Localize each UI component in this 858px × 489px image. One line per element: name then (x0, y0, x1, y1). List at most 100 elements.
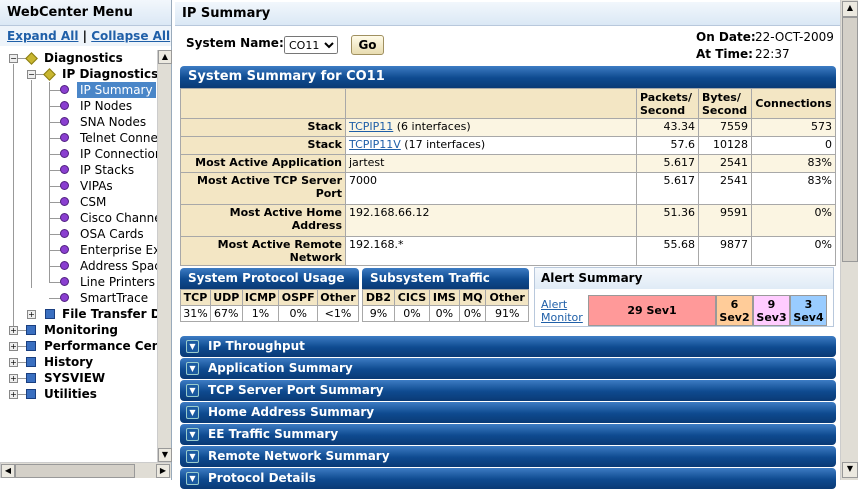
scroll-thumb[interactable] (15, 464, 135, 478)
tree-item-address-spac[interactable]: Address Spac (80, 259, 157, 273)
tree-item-history[interactable]: History (44, 355, 94, 369)
scroll-up-icon[interactable]: ▲ (158, 50, 172, 64)
tree-item-ip-summary[interactable]: IP Summary (77, 82, 156, 98)
sev4-count[interactable]: 3 Sev4 (790, 295, 827, 326)
table-row: Stack TCPIP11 (6 interfaces) 43.34 7559 573 (180, 118, 836, 137)
section-application-summary[interactable]: ▼ Application Summary (180, 358, 836, 379)
tree-item-enterprise-ex[interactable]: Enterprise Ex (80, 243, 157, 257)
tree-item-telnet-conne[interactable]: Telnet Conne (80, 131, 157, 145)
page-bullet-icon (60, 117, 69, 126)
row-value: TCPIP11 (6 interfaces) (345, 118, 637, 137)
scroll-down-icon[interactable]: ▼ (842, 462, 858, 478)
table-row: Most Active TCP Server Port 7000 5.617 2541… (180, 172, 836, 205)
page-title: IP Summary (175, 2, 840, 26)
page-bullet-icon (60, 293, 69, 302)
alert-monitor-link[interactable]: Alert Monitor (541, 298, 583, 324)
section-tcp-server-port-summary[interactable]: ▼ TCP Server Port Summary (180, 380, 836, 401)
scroll-left-icon[interactable]: ◀ (1, 464, 15, 478)
sev3-count[interactable]: 9 Sev3 (753, 295, 790, 326)
row-value: 192.168.66.12 (345, 204, 637, 237)
col-value: 0% (393, 305, 431, 322)
tree-item-csm[interactable]: CSM (80, 195, 107, 209)
tree-line (49, 202, 61, 203)
main-content: IP Summary System Name: CO11 Go On Date:… (175, 0, 840, 489)
tree-item-smarttrace[interactable]: SmartTrace (80, 291, 149, 305)
expand-collapse-bar: Expand All | Collapse All (0, 26, 171, 46)
expand-icon[interactable]: + (9, 374, 18, 383)
pps-value: 5.617 (636, 154, 699, 173)
tree-item-sna-nodes[interactable]: SNA Nodes (80, 115, 147, 129)
tree-horizontal-scrollbar[interactable]: ◀ ▶ (0, 462, 171, 478)
table-row: Most Active Remote Network 192.168.* 55.68… (180, 236, 836, 266)
folder-square-icon (26, 373, 36, 383)
tree-item-line-printers[interactable]: Line Printers (80, 275, 155, 289)
expand-icon[interactable]: + (9, 326, 18, 335)
conn-value: 0% (751, 204, 836, 237)
tree-item-ip-stacks[interactable]: IP Stacks (80, 163, 135, 177)
tree-item-monitoring[interactable]: Monitoring (44, 323, 118, 337)
stack-link[interactable]: TCPIP11 (349, 120, 394, 133)
col-value: 67% (209, 305, 243, 322)
pps-value: 5.617 (636, 172, 699, 205)
tree-line (31, 80, 32, 288)
section-ee-traffic-summary[interactable]: ▼ EE Traffic Summary (180, 424, 836, 445)
expand-arrow-icon: ▼ (186, 384, 199, 397)
expand-icon[interactable]: + (9, 342, 18, 351)
system-summary-title: System Summary for CO11 (180, 66, 836, 88)
collapse-icon[interactable]: − (27, 70, 36, 79)
expand-all-link[interactable]: Expand All (7, 29, 79, 43)
expand-icon[interactable]: + (9, 390, 18, 399)
sev2-count[interactable]: 6 Sev2 (716, 295, 753, 326)
expand-arrow-icon: ▼ (186, 362, 199, 375)
tree-item-ip-nodes[interactable]: IP Nodes (80, 99, 133, 113)
bps-value: 9877 (698, 236, 752, 266)
tree-item-osa-cards[interactable]: OSA Cards (80, 227, 144, 241)
col-header: Other (316, 289, 360, 306)
collapse-all-link[interactable]: Collapse All (91, 29, 171, 43)
scroll-thumb[interactable] (842, 17, 858, 262)
tree-item-file-transfer[interactable]: File Transfer D (62, 307, 157, 321)
collapse-icon[interactable]: − (9, 54, 18, 63)
sev1-count[interactable]: 29 Sev1 (588, 295, 716, 326)
conn-value: 0% (751, 236, 836, 266)
col-header: Other (485, 289, 529, 306)
tree-line (49, 138, 61, 139)
tree-item-ip-diagnostics[interactable]: IP Diagnostics (62, 67, 157, 81)
tree-vertical-scrollbar[interactable]: ▲ ▼ (157, 50, 172, 462)
scroll-up-icon[interactable]: ▲ (842, 1, 858, 17)
expand-icon[interactable]: + (27, 310, 36, 319)
row-label: Stack (180, 118, 346, 137)
on-date-value: 22-OCT-2009 (755, 30, 834, 44)
col-value: 91% (485, 305, 529, 322)
pps-value: 57.6 (636, 136, 699, 155)
expand-icon[interactable]: + (9, 358, 18, 367)
tree-line (49, 186, 61, 187)
tree-line (49, 82, 50, 282)
section-remote-network-summary[interactable]: ▼ Remote Network Summary (180, 446, 836, 467)
section-ip-throughput[interactable]: ▼ IP Throughput (180, 336, 836, 357)
col-header: MQ (458, 289, 487, 306)
conn-value: 83% (751, 172, 836, 205)
folder-square-icon (26, 325, 36, 335)
conn-value: 0 (751, 136, 836, 155)
tree-item-sysview[interactable]: SYSVIEW (44, 371, 106, 385)
tree-item-diagnostics[interactable]: Diagnostics (44, 51, 123, 65)
col-value: 0% (429, 305, 460, 322)
row-label: Most Active Application (180, 154, 346, 173)
tree-line (49, 250, 61, 251)
tree-item-vipas[interactable]: VIPAs (80, 179, 113, 193)
go-button[interactable]: Go (351, 35, 384, 55)
tree-item-ip-connectior[interactable]: IP Connectior (80, 147, 157, 161)
section-protocol-details[interactable]: ▼ Protocol Details (180, 468, 836, 489)
section-home-address-summary[interactable]: ▼ Home Address Summary (180, 402, 836, 423)
tree-item-cisco-channe[interactable]: Cisco Channe (80, 211, 157, 225)
row-label: Stack (180, 136, 346, 155)
expand-arrow-icon: ▼ (186, 428, 199, 441)
system-name-select[interactable]: CO11 (284, 36, 338, 54)
scroll-right-icon[interactable]: ▶ (156, 464, 170, 478)
scroll-down-icon[interactable]: ▼ (158, 448, 172, 462)
tree-item-performance-cen[interactable]: Performance Cen (44, 339, 157, 353)
stack-link[interactable]: TCPIP11V (349, 138, 401, 151)
main-vertical-scrollbar[interactable]: ▲ ▼ (840, 0, 858, 480)
tree-item-utilities[interactable]: Utilities (44, 387, 97, 401)
